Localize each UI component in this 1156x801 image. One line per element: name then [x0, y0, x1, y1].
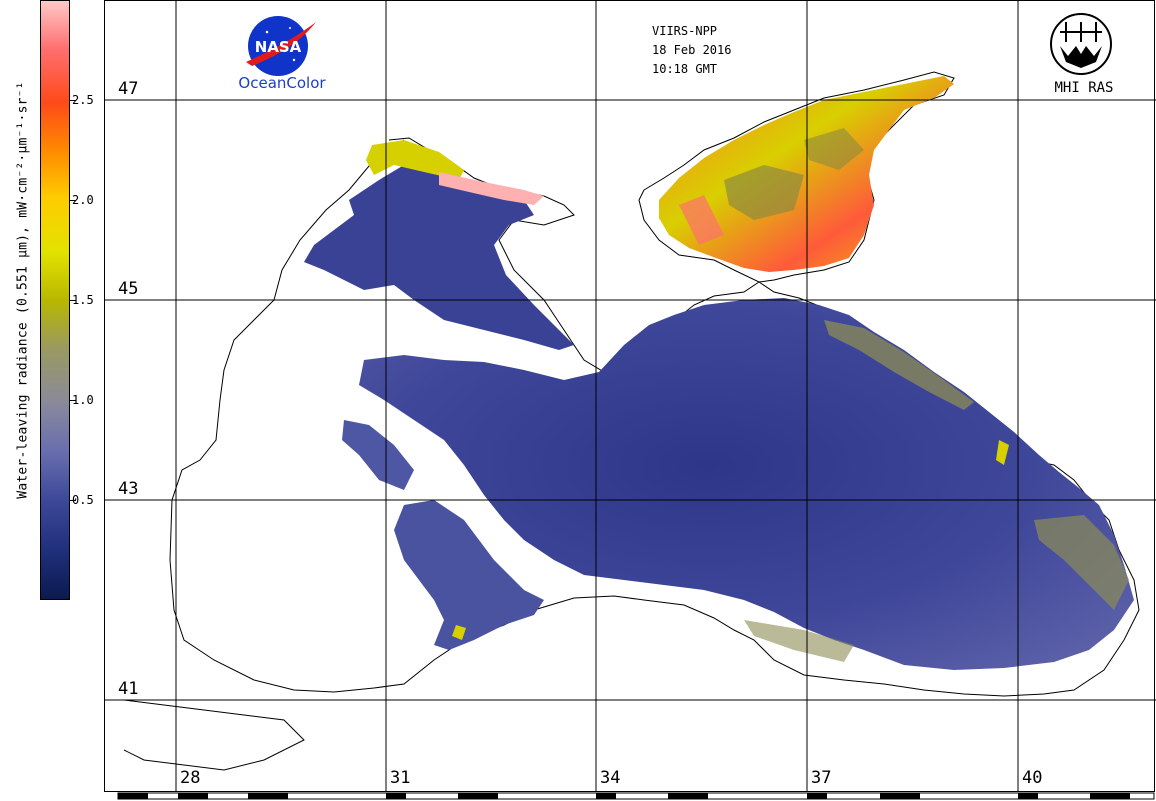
lon-label: 40 [1021, 768, 1044, 788]
coastal-yellow-spot [452, 625, 466, 640]
mhi-ras-caption: MHI RAS [1054, 80, 1114, 96]
black-sea-map [104, 0, 1156, 800]
azov-pink-patch [679, 195, 724, 245]
lat-label: 45 [117, 279, 140, 299]
lon-label: 28 [179, 768, 202, 788]
colorbar: Water-leaving radiance (0.551 μm), mW·cm… [0, 0, 108, 801]
colorbar-tick-label: 1.0 [72, 393, 94, 407]
lat-label: 47 [117, 79, 140, 99]
scene-date: 18 Feb 2016 [652, 43, 732, 57]
oceancolor-caption: OceanColor [238, 74, 326, 92]
azov-olive-patch [724, 165, 804, 220]
colorbar-tickmark [70, 500, 76, 501]
coastal-olive-band [824, 320, 974, 410]
turkey-coast [123, 699, 305, 771]
nasa-logo-icon: NASA [246, 16, 316, 76]
coastal-olive-band [1034, 515, 1129, 610]
lat-label: 41 [117, 679, 140, 699]
colorbar-tickmark [70, 100, 76, 101]
nasa-logo-text: NASA [255, 38, 302, 56]
lat-label: 43 [117, 479, 140, 499]
colorbar-tick-label: 2.0 [72, 193, 94, 207]
coastal-olive-band [744, 620, 854, 662]
western-plume-radiance [342, 420, 414, 490]
graticule [104, 0, 1156, 792]
lon-label: 34 [599, 768, 622, 788]
lon-label: 37 [810, 768, 833, 788]
mhi-ras-logo-icon [1050, 13, 1112, 75]
colorbar-tickmark [70, 400, 76, 401]
colorbar-tickmark [70, 200, 76, 201]
crimea-pink-coast [439, 172, 544, 205]
scale-bar [117, 792, 1155, 800]
nw-shelf-radiance [304, 165, 574, 350]
colorbar-gradient [40, 0, 70, 600]
crimea-yellow-coast [366, 140, 464, 180]
colorbar-title: Water-leaving radiance (0.551 μm), mW·cm… [10, 10, 36, 570]
scene-time: 10:18 GMT [652, 62, 718, 76]
azov-olive-patch [804, 128, 864, 170]
colorbar-title-text: Water-leaving radiance (0.551 μm), mW·cm… [15, 81, 31, 499]
colorbar-tickmark [70, 300, 76, 301]
colorbar-tick-label: 0.5 [72, 493, 94, 507]
lon-label: 31 [389, 768, 412, 788]
coastal-yellow-spot [996, 440, 1009, 465]
sensor-name: VIIRS-NPP [652, 24, 718, 38]
colorbar-tick-label: 2.5 [72, 93, 94, 107]
colorbar-tick-label: 1.5 [72, 293, 94, 307]
scene-info: VIIRS-NPP 18 Feb 2016 10:18 GMT [652, 22, 731, 79]
western-plume-radiance [394, 500, 544, 650]
